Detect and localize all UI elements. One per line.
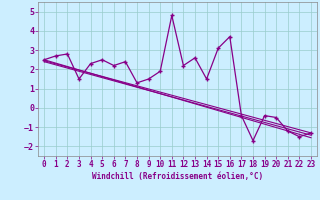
X-axis label: Windchill (Refroidissement éolien,°C): Windchill (Refroidissement éolien,°C) xyxy=(92,172,263,181)
